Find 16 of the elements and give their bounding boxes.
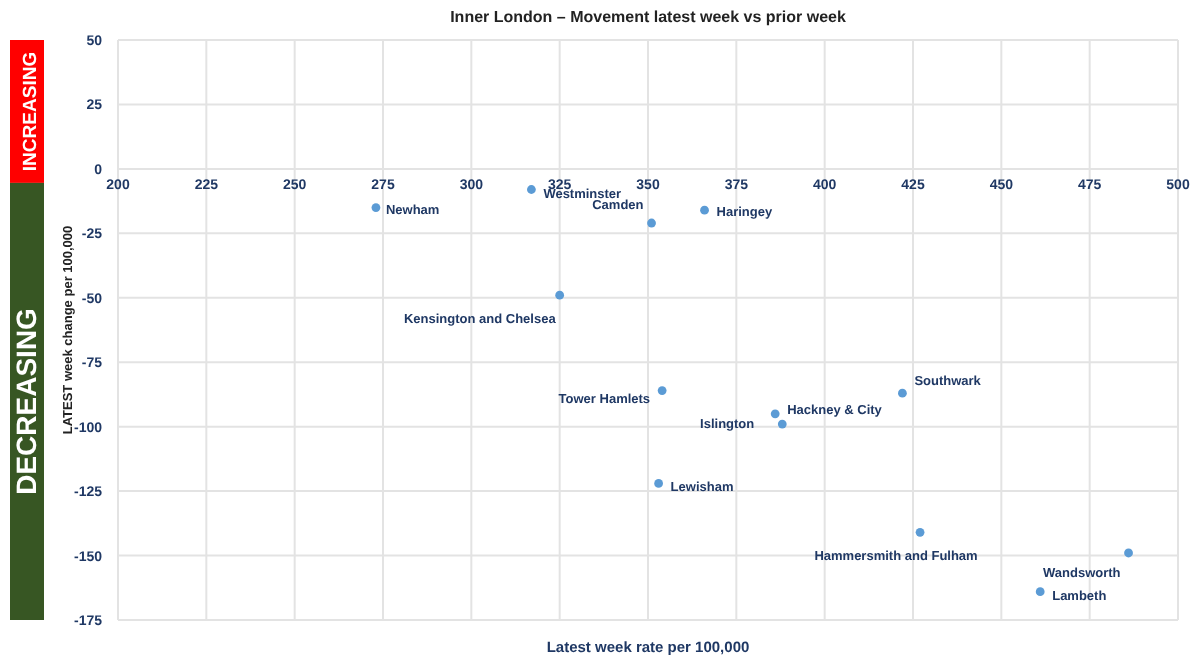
point [1035,587,1045,597]
point [1124,548,1133,558]
point [371,203,381,212]
text: INCREASING [20,51,42,172]
point [657,386,667,395]
point [777,419,787,429]
point [898,388,907,398]
point [555,290,565,300]
point [700,205,709,215]
chart-title: Inner London – Movement latest week vs prior week [450,8,847,26]
point [647,218,656,228]
point [915,527,925,537]
point [527,185,536,194]
point [654,478,663,488]
point [770,409,780,419]
text: DECREASING [10,307,42,495]
